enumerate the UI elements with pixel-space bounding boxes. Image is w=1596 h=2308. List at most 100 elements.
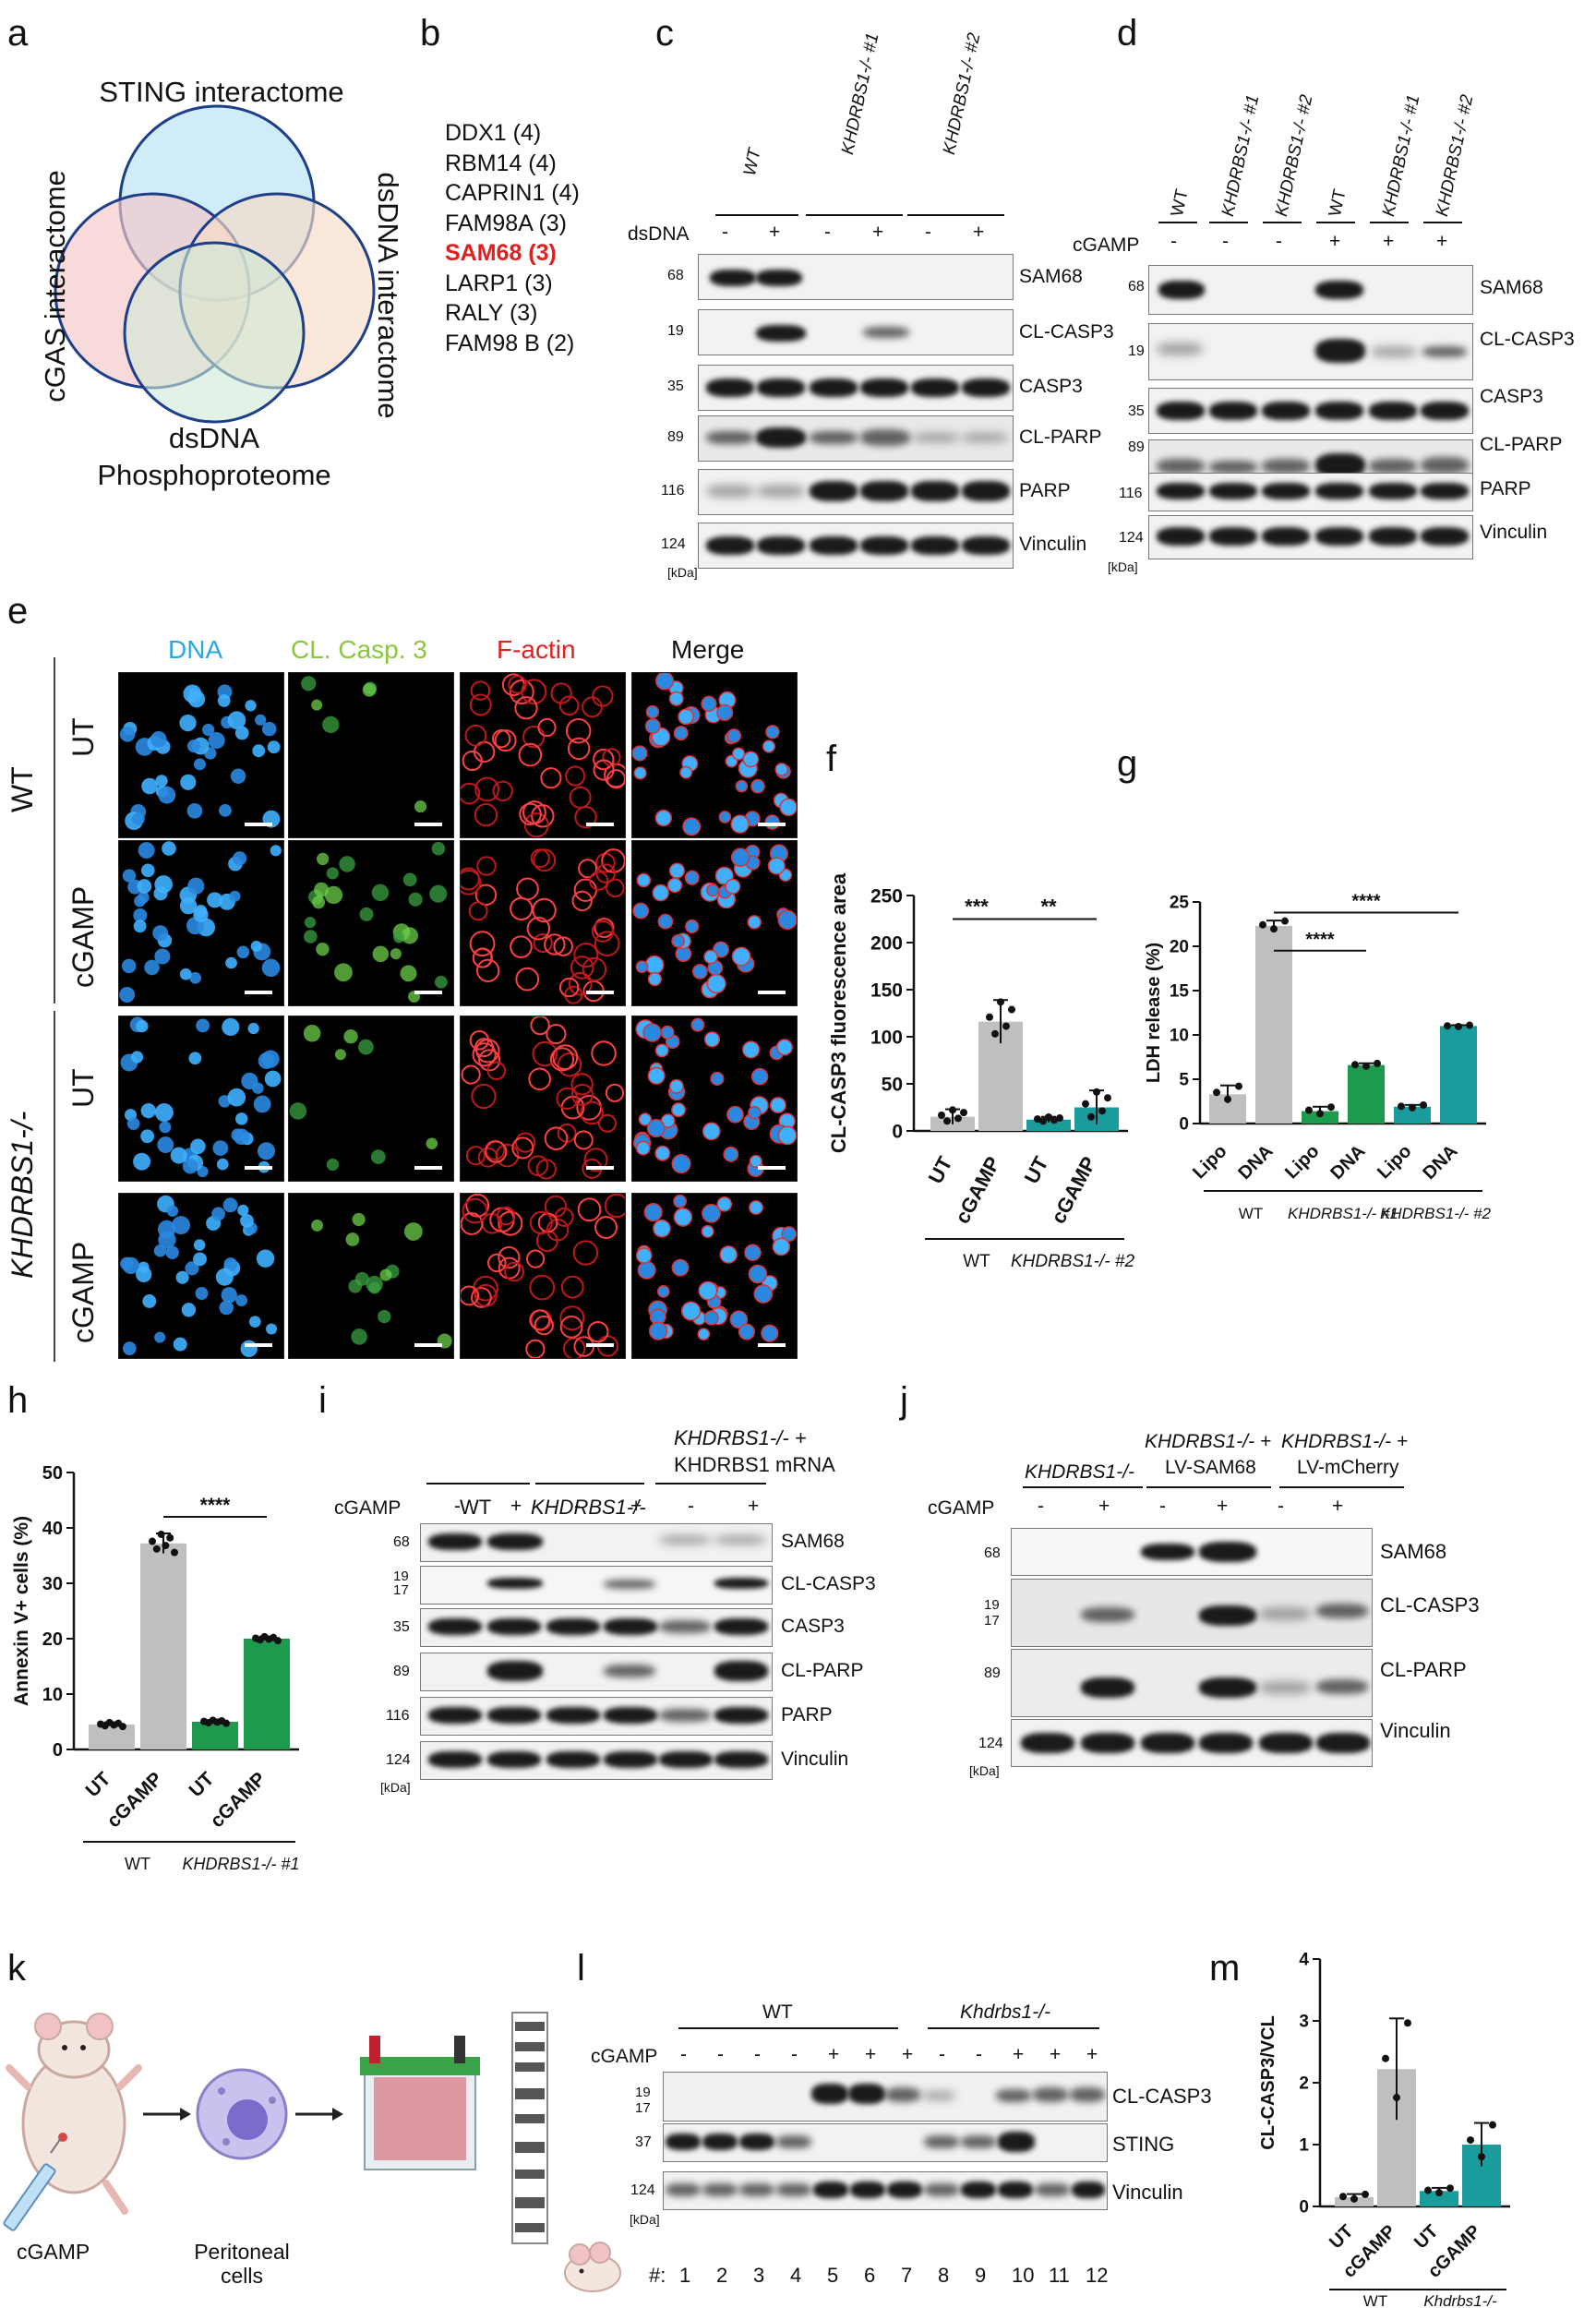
gel-icon: [511, 2012, 548, 2244]
treatment-label: dsDNA: [628, 223, 690, 245]
category-label: UT: [185, 1768, 218, 1801]
blot-row-label: Vinculin: [781, 1749, 849, 1770]
blot-row-vinculin: [663, 2171, 1108, 2210]
y-tick-label: 10: [1170, 1027, 1189, 1046]
significance-label: ****: [200, 1495, 232, 1516]
category-label: Lipo: [1281, 1141, 1323, 1183]
kda-unit: [kDa]: [380, 1780, 411, 1795]
data-point: [1374, 1059, 1381, 1067]
electrophoresis-icon: [360, 2036, 480, 2170]
lane-number: 10: [1012, 2264, 1035, 2287]
blot-row-casp3: [420, 1608, 773, 1647]
lane-sign: +: [748, 1496, 760, 1517]
mw-label: 124: [978, 1736, 1003, 1751]
data-point: [149, 1537, 156, 1545]
row-label: cGAMP: [66, 1241, 100, 1343]
blot-row-label: PARP: [781, 1704, 833, 1725]
panel-label-h: h: [7, 1380, 29, 1421]
lane-prefix: #:: [649, 2264, 666, 2287]
mw-label: 89: [1128, 439, 1145, 455]
panel-label-c: c: [655, 13, 674, 54]
lane-group-label: KHDRBS1-/- #2: [1272, 92, 1317, 219]
lane-sign: -: [824, 222, 831, 243]
mw-label: 124: [661, 536, 686, 552]
lane-sign: +: [872, 222, 884, 243]
panel-label-m: m: [1209, 1948, 1241, 1989]
protein-list-item: CAPRIN1 (4): [445, 180, 580, 206]
data-point: [1093, 1088, 1100, 1096]
lane-sign: +: [1086, 2044, 1098, 2065]
lane-sign: -: [680, 2044, 687, 2065]
data-point: [1467, 2136, 1474, 2145]
mw-label: 19 17: [393, 1569, 409, 1598]
mw-label: 35: [667, 379, 684, 394]
data-point: [1082, 1100, 1089, 1108]
micrograph-tile: [631, 672, 798, 838]
arrow-icon: [295, 2108, 343, 2121]
data-point: [171, 1548, 178, 1557]
data-point: [1478, 2153, 1485, 2161]
y-tick-label: 0: [892, 1121, 903, 1142]
mw-label: 35: [393, 1619, 410, 1635]
group-underline: [715, 214, 798, 216]
lane-sign: -: [454, 1496, 461, 1517]
row-label: UT: [66, 717, 100, 757]
blot-row-casp3: [698, 365, 1014, 411]
bar: [244, 1639, 290, 1749]
mw-label: 19: [667, 323, 684, 339]
data-point: [1008, 1005, 1015, 1014]
bar: [1394, 1106, 1431, 1124]
category-label: UT: [1326, 2221, 1357, 2253]
group-underline: [806, 214, 903, 216]
group-underline: [907, 214, 1004, 216]
mw-label: 116: [386, 1708, 410, 1724]
data-point: [1466, 1021, 1473, 1029]
group-label-wt: WT: [6, 766, 39, 812]
protein-list-item: DDX1 (4): [445, 120, 542, 146]
category-label: DNA: [1234, 1141, 1277, 1184]
blot-row-cl-casp3: [1011, 1579, 1373, 1647]
panel-label-a: a: [7, 13, 29, 54]
lane-sign: -: [939, 2044, 945, 2065]
category-label: DNA: [1419, 1141, 1461, 1184]
data-point: [1039, 1117, 1047, 1125]
category-label: cGAMP: [206, 1768, 270, 1832]
y-tick-label: 10: [42, 1685, 63, 1705]
category-label: UT: [1020, 1152, 1053, 1187]
lane-sign: +: [630, 1496, 642, 1517]
data-point: [119, 1723, 126, 1731]
experiment-schematic: cGAMP Peritoneal cells: [3, 2012, 548, 2288]
cell-icon: [196, 2068, 288, 2160]
lane-number: 5: [827, 2264, 839, 2287]
data-point: [1104, 1094, 1111, 1102]
data-point: [960, 1109, 967, 1117]
lane-sign: -: [1222, 231, 1229, 252]
blot-row-cl-casp3: [698, 309, 1014, 355]
data-point: [1420, 1101, 1427, 1110]
blot-row-label: CASP3: [781, 1616, 845, 1637]
micrograph-tile: [460, 1193, 626, 1359]
blot-row-casp3: [1148, 388, 1473, 434]
bar: [89, 1725, 135, 1749]
blot-row-parp: [420, 1697, 773, 1736]
y-tick-label: 5: [1179, 1071, 1189, 1090]
venn-sting-label: STING interactome: [99, 76, 343, 108]
blot-row-label: CL-CASP3: [1380, 1593, 1480, 1617]
lane-sign: -: [1170, 231, 1177, 252]
mw-label: 37: [635, 2134, 652, 2150]
lane-group-label: WT: [460, 1496, 492, 1519]
data-point: [1281, 917, 1289, 925]
group-label: WT: [963, 1252, 990, 1271]
micrograph-tile: [288, 840, 454, 1006]
blot-row-cl-casp3: [1148, 323, 1473, 380]
group-label: Khdrbs1-/-: [1423, 2292, 1497, 2308]
lane-sign: -: [791, 2044, 798, 2065]
data-point: [1424, 2186, 1432, 2194]
data-point: [1409, 1103, 1416, 1112]
y-axis-label: Annexin V+ cells (%): [11, 1516, 32, 1706]
y-tick-label: 40: [42, 1519, 63, 1539]
micrograph-tile: [288, 1016, 454, 1182]
mouse-icon: [6, 2013, 142, 2215]
protein-list: DDX1 (4) RBM14 (4) CAPRIN1 (4) FAM98A (3…: [445, 118, 580, 358]
